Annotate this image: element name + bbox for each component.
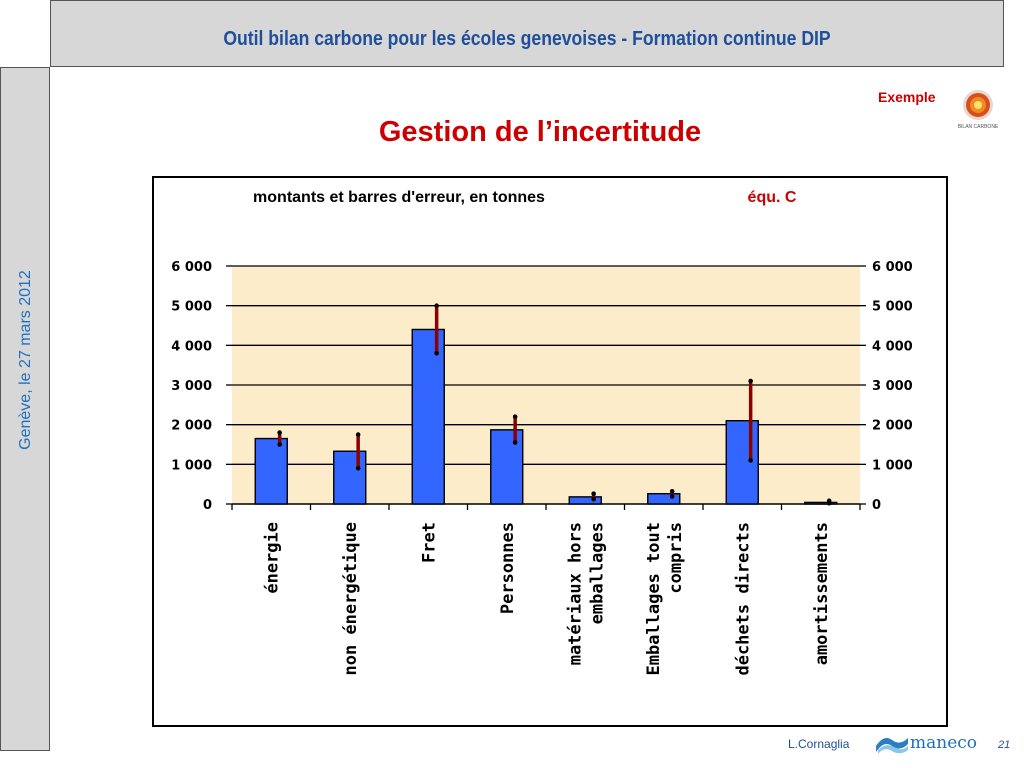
ytick-label-right: 5 000 — [872, 300, 913, 315]
maneco-logo-icon — [876, 738, 908, 754]
category-label-5-0: Emballages tout — [644, 522, 664, 676]
bar-chart: 0 0 1 000 1 000 2 000 2 000 3 000 3 000 4 000 4 0… — [171, 189, 913, 676]
error-bar-high-dot-7 — [826, 498, 832, 504]
category-label-4-0: matériaux hors — [565, 522, 585, 665]
ytick-label-left: 0 — [203, 498, 212, 513]
ytick-label-right: 0 — [872, 498, 881, 513]
bar-3 — [490, 429, 524, 505]
bilan-carbone-logo-icon: BILAN CARBONE — [958, 90, 999, 130]
error-bar-high-dot-0 — [277, 430, 282, 435]
header-title: Outil bilan carbone pour les écoles gene… — [223, 28, 831, 50]
error-bar-low-dot-1 — [355, 466, 361, 471]
error-bar-low-dot-4 — [591, 496, 596, 502]
bar-5 — [647, 492, 681, 505]
chart-annotation: équ. C — [748, 189, 797, 206]
side-date: Genève, le 27 mars 2012 — [17, 270, 34, 450]
error-bar-low-dot-0 — [277, 442, 282, 447]
ytick-label-left: 3 000 — [171, 379, 212, 394]
ytick-label-right: 1 000 — [872, 458, 913, 473]
error-bar-high-dot-6 — [748, 378, 753, 384]
bar-6 — [725, 419, 759, 505]
ytick-label-right: 4 000 — [872, 339, 913, 354]
category-label-3-0: Personnes — [498, 522, 518, 614]
footer-author: L.Cornaglia — [788, 737, 850, 751]
exemple-label: Exemple — [878, 89, 936, 105]
bar-4 — [568, 496, 602, 505]
maneco-brand: maneco — [910, 733, 978, 753]
error-bar-low-dot-2 — [434, 350, 439, 356]
category-label-0-0: énergie — [262, 522, 282, 594]
error-bar-high-dot-5 — [669, 489, 675, 494]
error-bar-low-dot-3 — [512, 440, 518, 445]
category-label-6-0: déchets directs — [733, 522, 753, 676]
category-label-5-1: compris — [666, 522, 686, 594]
header-bar: Outil bilan carbone pour les écoles gene… — [50, 0, 1004, 67]
side-bar: Genève, le 27 mars 2012 — [0, 67, 50, 751]
ytick-label-left: 2 000 — [171, 419, 212, 434]
ytick-label-left: 6 000 — [171, 260, 212, 275]
page-title: Gestion de l’incertitude — [378, 116, 702, 148]
category-label-7-0: amortissements — [812, 522, 832, 665]
ytick-label-right: 3 000 — [872, 379, 913, 394]
error-bar-high-dot-3 — [512, 414, 518, 420]
error-bar-high-dot-2 — [434, 303, 439, 308]
chart-frame: 0 0 1 000 1 000 2 000 2 000 3 000 3 000 4 000 4 0… — [152, 176, 948, 727]
chart-title: montants et barres d'erreur, en tonnes — [253, 189, 545, 206]
bar-2 — [411, 328, 445, 505]
page-number: 21 — [998, 739, 1011, 751]
ytick-label-left: 4 000 — [171, 339, 212, 354]
error-bar-low-dot-6 — [748, 458, 753, 463]
bar-1 — [333, 450, 367, 505]
ytick-label-right: 2 000 — [872, 419, 913, 434]
bar-0 — [254, 437, 288, 505]
ytick-label-left: 1 000 — [171, 458, 212, 473]
ytick-label-left: 5 000 — [171, 300, 212, 315]
category-label-1-0: non énergétique — [341, 522, 361, 676]
error-bar-high-dot-1 — [355, 432, 361, 437]
error-bar-high-dot-4 — [591, 491, 596, 496]
ytick-label-right: 6 000 — [872, 260, 913, 275]
bar-7 — [804, 501, 838, 505]
category-label-4-1: emballages — [587, 522, 607, 624]
category-label-2-0: Fret — [419, 522, 439, 563]
error-bar-low-dot-5 — [669, 494, 675, 499]
bilan-logo-text: BILAN CARBONE — [958, 124, 999, 130]
